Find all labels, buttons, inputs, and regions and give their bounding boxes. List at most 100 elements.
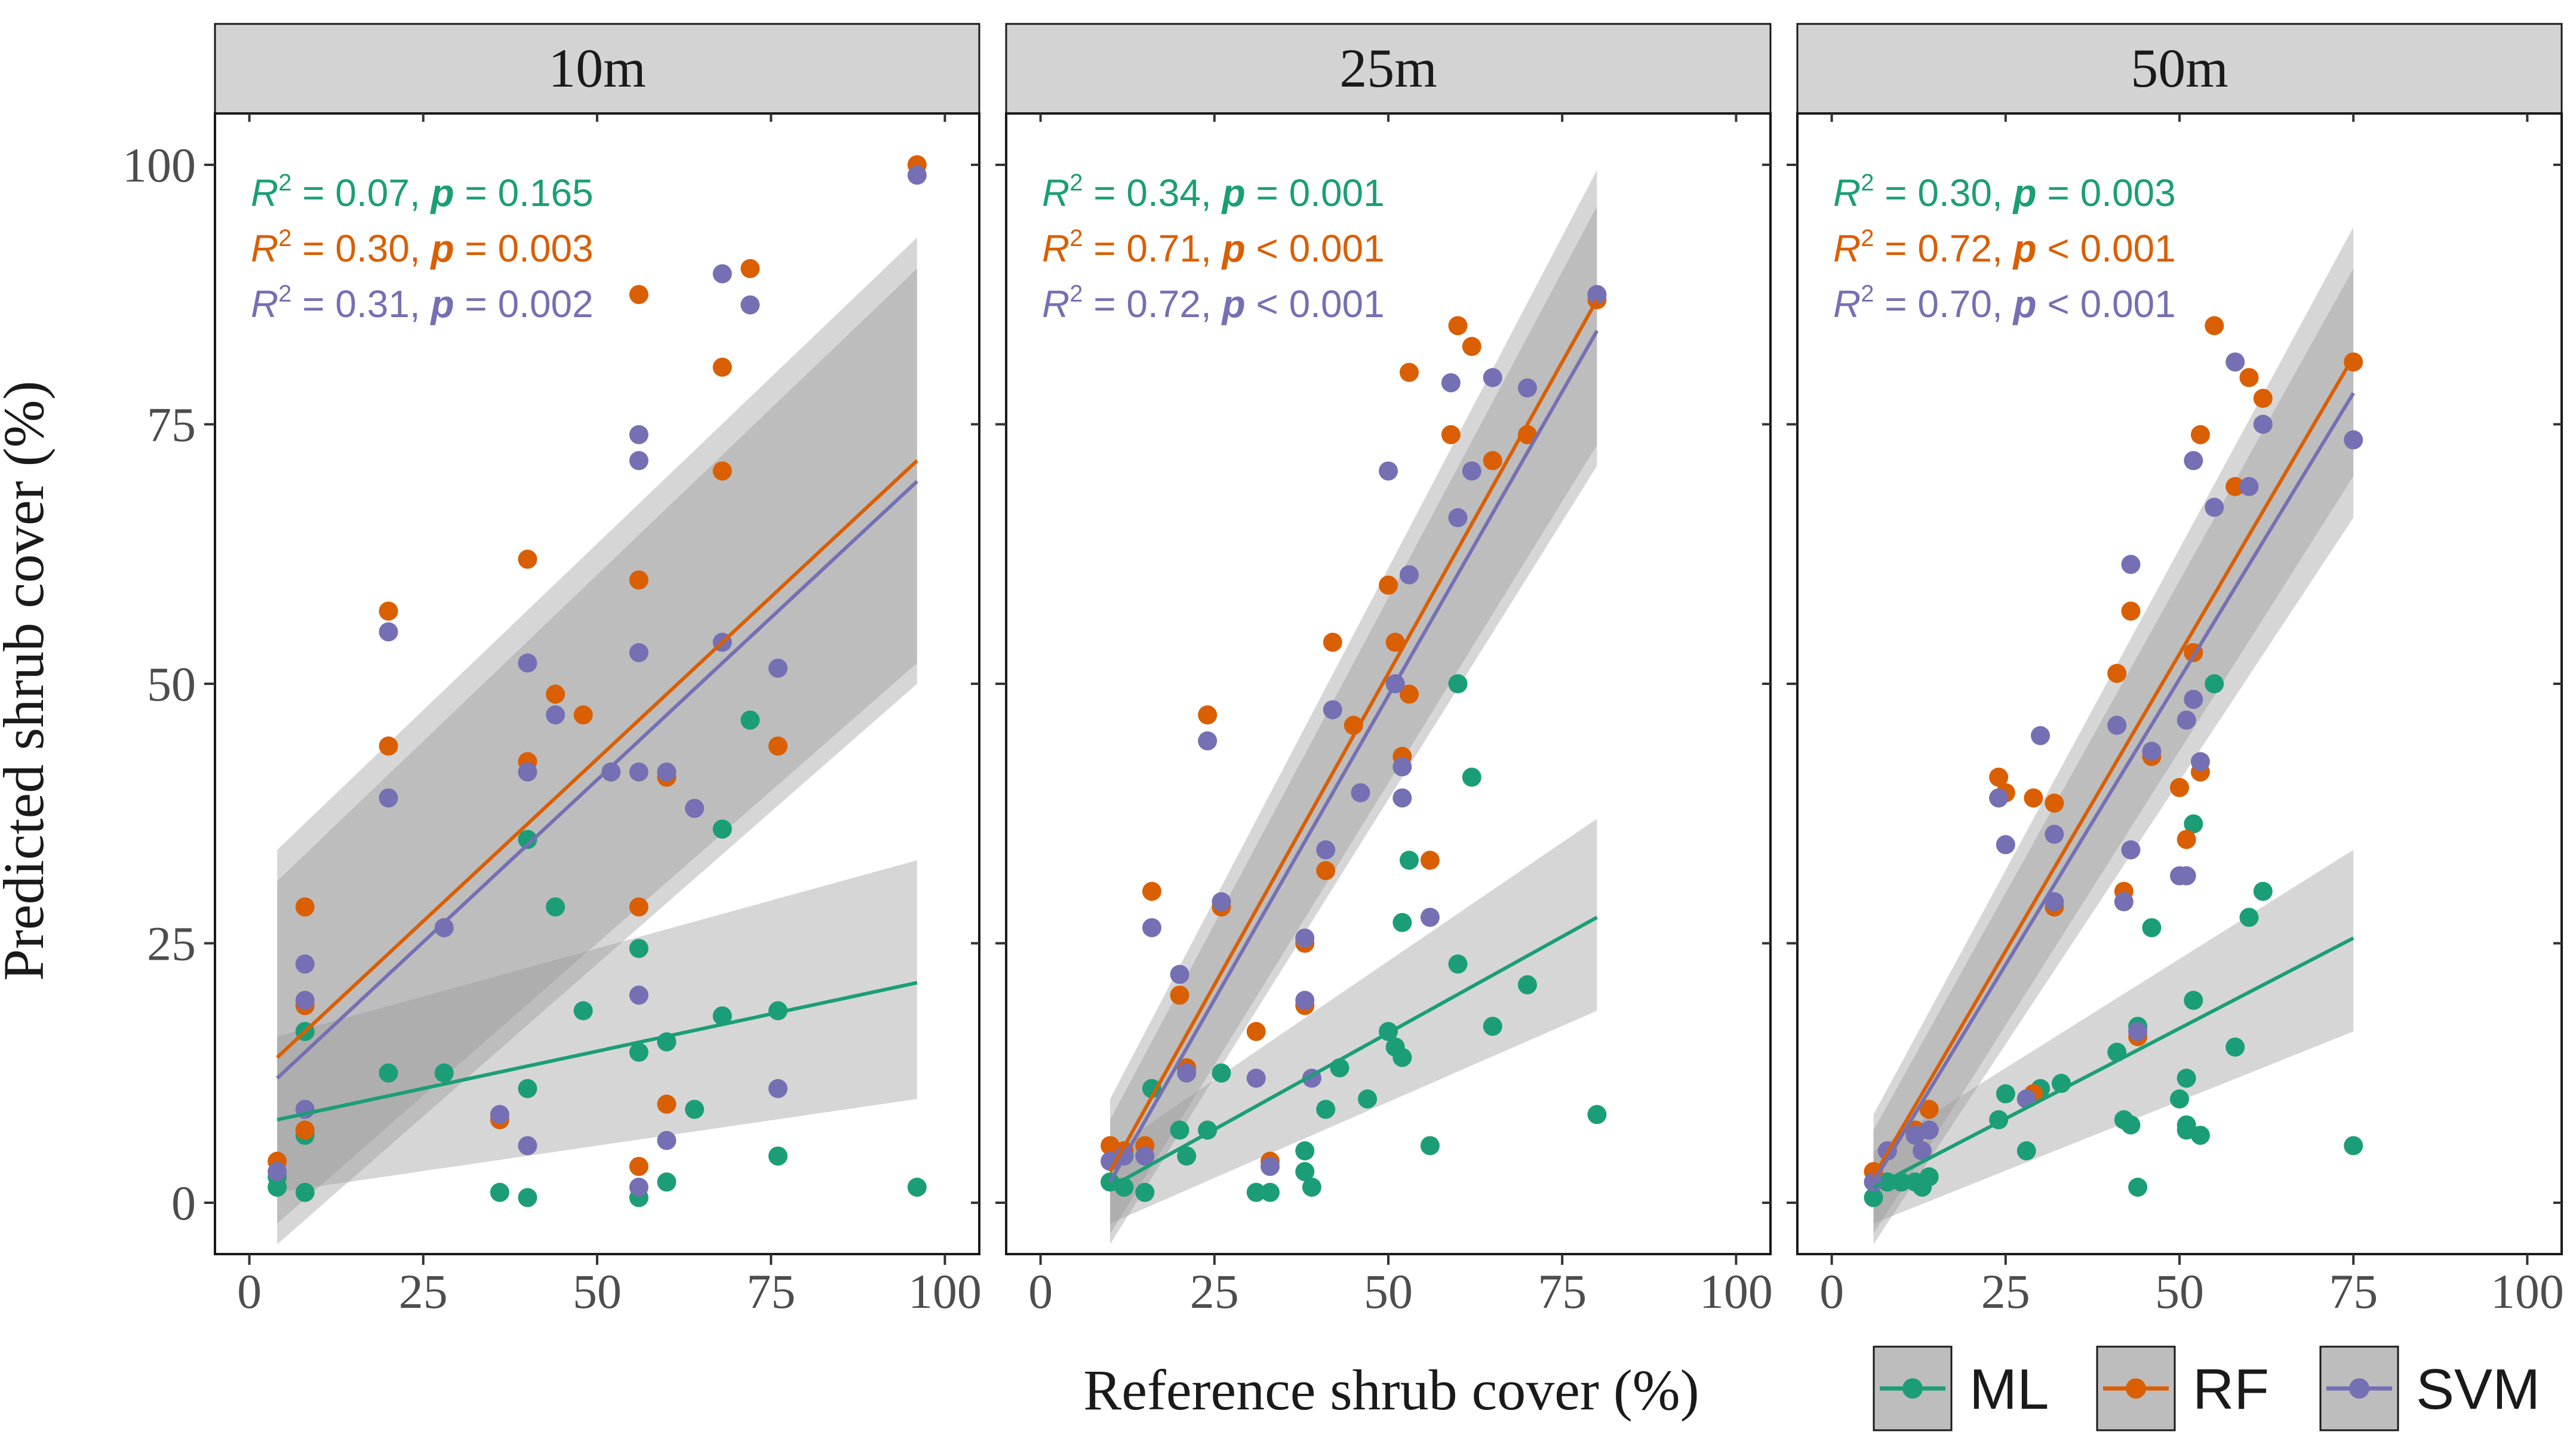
data-point-SVM	[1295, 991, 1315, 1010]
x-tick-label: 0	[237, 1264, 262, 1319]
r2-superscript: 2	[278, 225, 291, 251]
data-point-RF	[1142, 881, 1161, 901]
data-point-ML	[1864, 1188, 1883, 1208]
data-point-ML	[2344, 1136, 2363, 1156]
legend-key-point	[2349, 1378, 2369, 1399]
data-point-SVM	[629, 425, 648, 444]
data-point-RF	[2225, 477, 2245, 496]
data-point-SVM	[657, 1130, 677, 1150]
data-point-ML	[2239, 908, 2259, 927]
p-symbol: p	[2012, 227, 2037, 270]
data-point-ML	[1260, 1182, 1280, 1202]
r2-value: 0.30	[1917, 171, 1992, 214]
data-point-RF	[1441, 425, 1461, 444]
x-tick-label: 50	[2155, 1264, 2204, 1319]
r2-symbol: R	[251, 171, 278, 214]
data-point-ML	[657, 1172, 677, 1192]
x-tick-label: 100	[908, 1264, 982, 1319]
fit-line-ML	[1109, 915, 1598, 1189]
data-point-RF	[629, 285, 648, 305]
data-point-ML	[1392, 1047, 1412, 1067]
fit-line-RF	[1871, 355, 2355, 1178]
confidence-band-SVM	[277, 268, 917, 1245]
data-point-SVM	[518, 653, 537, 673]
data-point-ML	[1177, 1146, 1197, 1166]
r2-symbol: R	[1042, 171, 1069, 214]
r2-superscript: 2	[1069, 281, 1083, 307]
stat-annotation-RF: R2 = 0.72, p < 0.001	[1833, 225, 2176, 270]
data-point-ML	[518, 1079, 537, 1098]
data-point-ML	[2121, 1115, 2141, 1135]
r2-superscript: 2	[1861, 281, 1874, 307]
data-point-ML	[295, 1182, 315, 1202]
y-tick-label: 25	[147, 917, 196, 971]
data-point-RF	[712, 461, 732, 481]
data-point-RF	[295, 897, 315, 917]
data-point-SVM	[379, 788, 398, 808]
data-point-SVM	[1212, 892, 1231, 912]
data-point-ML	[629, 1043, 648, 1062]
data-point-RF	[1385, 632, 1405, 652]
data-point-SVM	[740, 295, 760, 315]
r2-value: 0.70	[1917, 282, 1992, 325]
data-point-RF	[657, 1094, 677, 1114]
data-point-RF	[2205, 316, 2224, 336]
data-point-SVM	[768, 658, 788, 678]
r2-value: 0.07	[335, 171, 410, 214]
fit-line-SVM	[1871, 392, 2355, 1183]
data-point-ML	[490, 1182, 509, 1202]
data-point-SVM	[712, 264, 732, 284]
data-point-RF	[1399, 684, 1419, 704]
data-point-ML	[2170, 1089, 2189, 1109]
p-symbol: p	[1221, 171, 1246, 214]
data-point-ML	[907, 1177, 927, 1197]
data-point-ML	[1302, 1177, 1321, 1197]
facet-title: 50m	[2131, 38, 2228, 99]
data-point-ML	[434, 1063, 454, 1083]
data-point-SVM	[1135, 1146, 1155, 1166]
facet-panel-10m: 10m 0 25 50 75 100 0 25 50 75 100 R2 = 0.07, p = 0.…	[122, 23, 982, 1319]
data-point-SVM	[1260, 1157, 1280, 1176]
data-point-SVM	[685, 798, 705, 818]
data-point-ML	[685, 1099, 705, 1119]
data-point-SVM	[1295, 928, 1315, 948]
x-tick-label: 50	[1364, 1264, 1413, 1319]
r2-symbol: R	[1042, 282, 1069, 325]
data-point-ML	[1996, 1084, 2015, 1104]
x-tick-label: 25	[1190, 1264, 1239, 1319]
data-point-SVM	[2253, 414, 2273, 434]
data-point-ML	[1135, 1182, 1155, 1202]
plot-content	[1864, 227, 2363, 1245]
data-point-SVM	[1996, 835, 2015, 855]
data-point-ML	[2177, 1068, 2196, 1088]
data-point-ML	[1483, 1016, 1502, 1036]
data-point-RF	[1483, 451, 1502, 471]
data-point-SVM	[2190, 752, 2210, 772]
data-point-RF	[1399, 362, 1419, 382]
data-point-SVM	[1246, 1068, 1266, 1088]
r2-symbol: R	[1042, 227, 1069, 270]
data-point-RF	[546, 684, 565, 704]
fit-line-RF	[1108, 299, 1599, 1173]
r2-value: 0.72	[1126, 282, 1201, 325]
facet-title: 25m	[1339, 38, 1437, 99]
data-point-RF	[1323, 632, 1342, 652]
data-point-SVM	[629, 985, 648, 1005]
data-point-RF	[1919, 1099, 1939, 1119]
p-value: < 0.001	[2047, 227, 2175, 270]
r2-superscript: 2	[278, 281, 291, 307]
data-point-RF	[1246, 1022, 1266, 1041]
data-point-RF	[2253, 389, 2273, 408]
data-point-ML	[1358, 1089, 1378, 1109]
x-tick-label: 100	[1699, 1264, 1773, 1319]
legend: ML RF SVM	[1873, 1345, 2540, 1431]
x-tick-label: 50	[573, 1264, 622, 1319]
data-point-ML	[2225, 1037, 2245, 1057]
stat-annotation-SVM: R2 = 0.70, p < 0.001	[1833, 281, 2176, 325]
fit-line-ML	[276, 981, 918, 1122]
r2-value: 0.31	[335, 282, 410, 325]
confidence-band-RF	[277, 237, 917, 1224]
facet-panels: 10m 0 25 50 75 100 0 25 50 75 100 R2 = 0.07, p = 0.…	[122, 23, 2564, 1319]
stat-annotation-RF: R2 = 0.71, p < 0.001	[1042, 225, 1385, 270]
